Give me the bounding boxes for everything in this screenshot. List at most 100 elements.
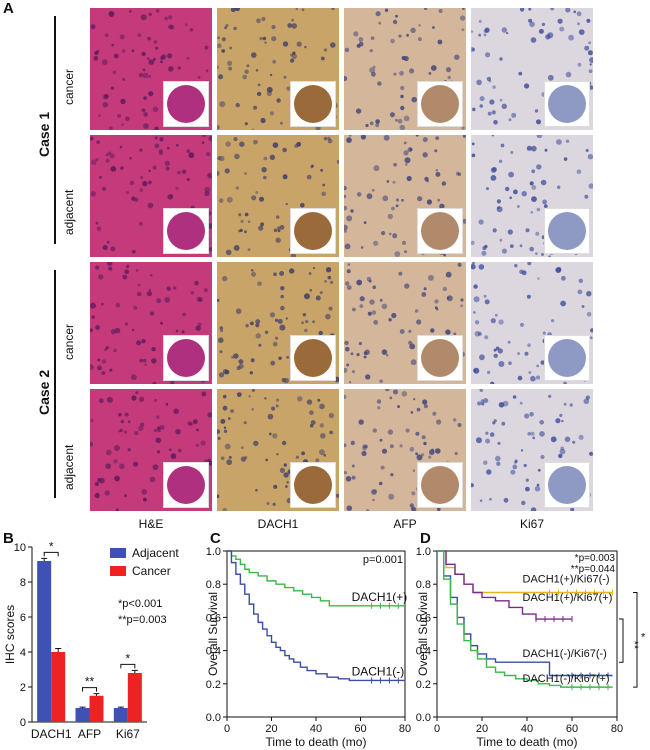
x-tick-label: AFP [78,727,101,741]
y-axis-label: Overall Survival [416,592,430,676]
y-tick-label: 8 [20,577,26,589]
y-tick-label: 4 [20,647,26,659]
ihc-image-he-case1-adjacent [90,135,212,257]
tissue-core-inset [290,462,336,508]
bar-adjacent-dach1 [37,561,52,722]
ihc-image-he-case1-cancer [90,8,212,130]
series-label: DACH1(+)/Ki67(-) [523,574,610,586]
tissue-core-inset [544,81,590,127]
column-label-dach1: DACH1 [257,517,299,531]
row-label-case1-cancer: cancer [62,68,76,105]
ihc-image-he-case2-adjacent [90,389,212,511]
x-tick-label: 40 [521,723,533,735]
significance-marker: ** [85,675,95,689]
y-tick-label: 0.4 [416,646,431,658]
stats-text: *p=0.003 [575,553,616,564]
legend-label: Cancer [132,564,171,578]
tissue-core-inset [163,335,209,381]
panel-label-a: A [3,0,14,17]
significance-marker: * [49,539,54,553]
column-label-afp: AFP [393,517,417,531]
series-label: DACH1(+)/Ki67(+) [523,592,613,604]
survival-curve-dach1- [227,550,405,607]
y-tick-label: 0.8 [206,579,221,591]
tissue-core-inset [417,335,463,381]
panel-label-d: D [420,530,431,547]
x-tick-label: 0 [224,723,230,735]
survival-curve-dach1-ki67- [437,550,613,677]
tissue-core-inset [290,208,336,254]
y-tick-label: 10 [14,542,26,554]
x-tick-label: 40 [310,723,322,735]
row-label-case1-adjacent: adjacent [62,189,76,235]
legend-swatch [110,548,126,558]
y-tick-label: 0.4 [206,646,221,658]
y-tick-label: 0.6 [416,612,431,624]
p-value-label: p=0.001 [363,554,403,566]
tissue-core-inset [163,462,209,508]
tissue-core-inset [544,208,590,254]
bar-adjacent-afp [75,708,90,722]
series-label: DACH1(-)/Ki67(-) [523,648,607,660]
tissue-core-inset [163,81,209,127]
survival-chart-dach1-ki67: 0 20 40 60 80 0.0 0.2 0.4 0.6 0.8 1.0 Time to death… [416,546,646,749]
y-tick-label: 0.2 [206,679,221,691]
series-label: DACH1(+) [352,590,408,604]
significance-marker: ** [628,641,640,650]
tissue-core-inset [163,208,209,254]
x-tick-label: 80 [399,723,411,735]
row-label-case2-adjacent: adjacent [62,444,76,490]
ihc-image-afp-case1-adjacent [344,135,466,257]
significance-bracket [619,618,624,663]
x-axis-label: Time to death (mo) [477,735,578,749]
y-tick-label: 0.0 [206,712,221,724]
column-label-ki67: Ki67 [519,517,545,531]
x-tick-label: DACH1 [31,727,72,741]
survival-chart-dach1: 0 20 40 60 80 0.0 0.2 0.4 0.6 0.8 1.0 Time to death… [206,546,411,749]
ihc-image-afp-case2-cancer [344,262,466,384]
bar-chart-ihc-scores: 0 2 4 6 8 10 IHC scores DACH1 * AFP ** Ki67 * Adjacen… [3,539,179,741]
legend-label: Adjacent [132,546,179,560]
tissue-core-inset [544,335,590,381]
series-label: DACH1(-)/Ki67(+) [523,673,610,685]
y-tick-label: 0.0 [416,712,431,724]
survival-curve-dach1- [227,550,405,682]
ihc-image-afp-case2-adjacent [344,389,466,511]
ihc-image-dach1-case2-adjacent [217,389,339,511]
tissue-core-inset [417,81,463,127]
x-tick-label: 60 [566,723,578,735]
x-tick-label: 80 [611,723,623,735]
significance-bracket [82,687,97,692]
x-tick-label: 20 [265,723,277,735]
significance-marker: * [641,632,646,644]
tissue-core-inset [290,81,336,127]
tissue-core-inset [417,462,463,508]
significance-bracket [120,663,136,669]
x-tick-label: Ki67 [116,727,140,741]
series-label: DACH1(-) [352,665,405,679]
tissue-core-inset [417,208,463,254]
x-axis-label: Time to death (mo) [266,735,367,749]
y-tick-label: 2 [20,682,26,694]
bar-adjacent-ki67 [113,708,128,722]
legend-swatch [110,566,126,576]
bar-cancer-afp [89,695,104,722]
ihc-image-he-case2-cancer [90,262,212,384]
stats-text: *p<0.001 [118,598,162,610]
ihc-image-ki67-case1-cancer [471,8,593,130]
bar-cancer-ki67 [127,673,142,722]
bar-cancer-dach1 [51,652,66,722]
ihc-image-dach1-case1-cancer [217,8,339,130]
y-tick-label: 0.8 [416,579,431,591]
tissue-core-inset [544,462,590,508]
panel-label-c: C [210,530,221,547]
y-tick-label: 0.2 [416,679,431,691]
y-tick-label: 6 [20,612,26,624]
y-tick-label: 0 [20,717,26,729]
ihc-image-dach1-case1-adjacent [217,135,339,257]
stats-text: **p=0.003 [118,614,167,626]
ihc-image-ki67-case1-adjacent [471,135,593,257]
significance-bracket [43,551,59,557]
case-1-bracket [54,16,56,244]
survival-curve-dach1-ki67- [437,550,613,688]
